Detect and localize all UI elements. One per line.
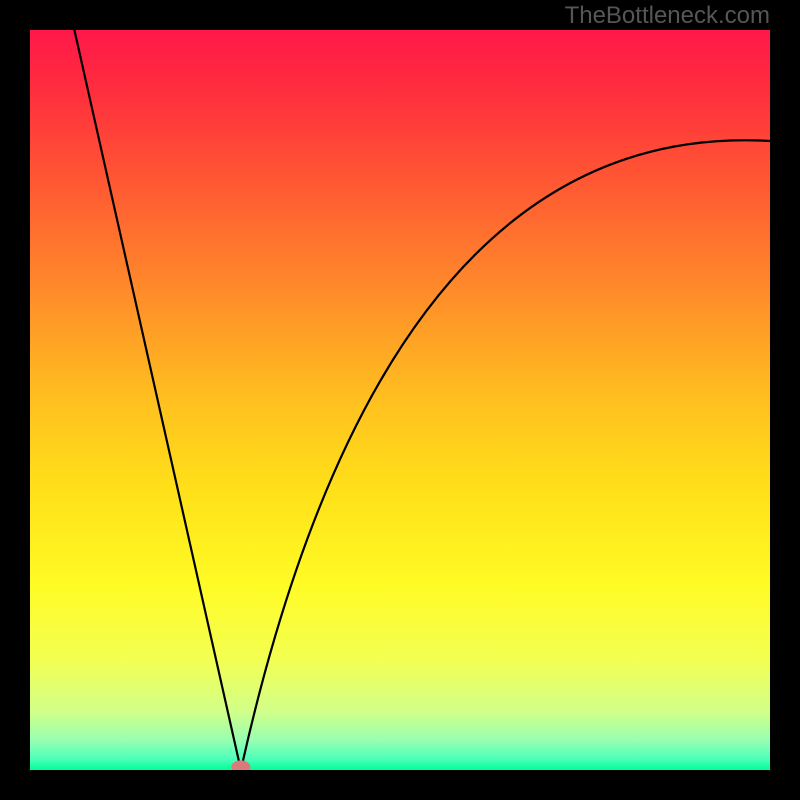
curve-path [74,30,770,770]
bottleneck-curve [30,30,770,770]
plot-area [30,30,770,770]
chart-frame: TheBottleneck.com [0,0,800,800]
min-marker [231,760,250,770]
watermark-text: TheBottleneck.com [565,2,770,30]
